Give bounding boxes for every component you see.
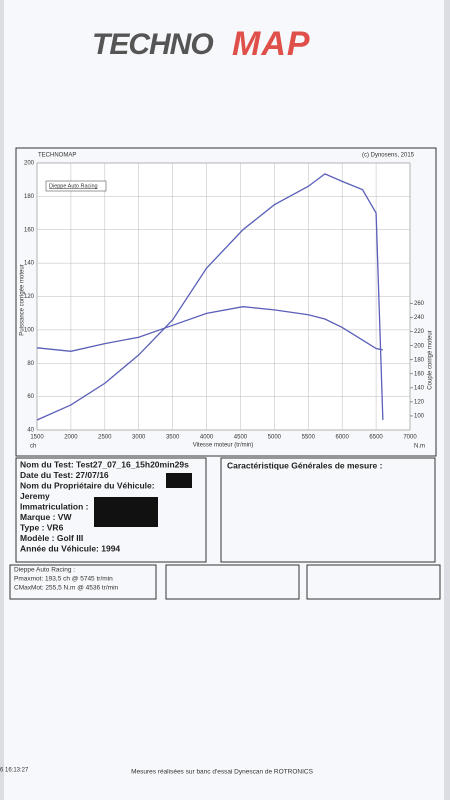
x-tick-label: 7000 xyxy=(403,435,417,441)
info-box xyxy=(15,457,207,563)
series-line xyxy=(36,306,384,352)
y2-tick-label: 220 xyxy=(414,329,425,335)
measure-title: Caractéristique Générales de mesure : xyxy=(227,460,383,470)
y2-tick-label: 120 xyxy=(414,399,425,405)
x-tick-label: 6500 xyxy=(369,435,383,441)
y2-axis-label: Couple corrigé moteur xyxy=(428,330,434,389)
info-line: Année du Véhicule: 1994 xyxy=(20,543,120,553)
info-line: Date du Test: 27/07/16 xyxy=(20,470,109,480)
x-tick-label: 4000 xyxy=(200,435,214,441)
x-tick-label: 2500 xyxy=(98,435,112,441)
footer-note: Mesures réalisées sur banc d'essai Dynes… xyxy=(131,769,314,776)
redaction xyxy=(94,497,158,527)
y-tick-label: 120 xyxy=(24,294,35,300)
y-tick-label: 160 xyxy=(24,227,35,233)
redaction xyxy=(166,473,192,488)
x-tick-label: 2000 xyxy=(64,435,78,441)
chart-header-right: (c) Dynosens, 2015 xyxy=(362,153,415,159)
logo-map: MAP xyxy=(232,25,311,63)
legend-text: Dieppe Auto Racing xyxy=(49,183,98,189)
y-tick-label: 40 xyxy=(27,428,34,434)
info-line: Type : VR6 xyxy=(20,522,64,532)
y-tick-label: 80 xyxy=(27,361,34,367)
x-tick-label: 6000 xyxy=(336,435,350,441)
y2-tick-label: 260 xyxy=(414,301,425,307)
y2-tick-label: 240 xyxy=(414,315,425,321)
x-axis-label: Vitesse moteur (tr/min) xyxy=(193,443,254,449)
logo: TECHNO MAP xyxy=(92,25,311,63)
chart-header-left: TECHNOMAP xyxy=(38,153,76,159)
y-axis-label: Puissance corrigée moteur xyxy=(20,264,26,335)
info-line: Marque : VW xyxy=(20,512,72,522)
y-tick-label: 60 xyxy=(27,394,34,400)
y-tick-label: 180 xyxy=(24,194,35,200)
y2-tick-label: 140 xyxy=(414,385,425,391)
y-unit: ch xyxy=(30,444,36,450)
y-tick-label: 140 xyxy=(24,261,35,267)
chart-frame xyxy=(15,147,437,457)
y2-tick-label: 200 xyxy=(414,343,425,349)
x-tick-label: 5000 xyxy=(268,435,282,441)
y-tick-label: 200 xyxy=(24,161,35,167)
x-tick-label: 3500 xyxy=(166,435,180,441)
chart: 1500 2000 2500 3000 3500 4000 4500 5000 5500 6000… xyxy=(24,161,425,441)
y-tick-label: 100 xyxy=(24,327,35,333)
info-line: Nom du Test: Test27_07_16_15h20min29s xyxy=(20,459,189,469)
results-line: Pmaxmot: 193,5 ch @ 5745 tr/min xyxy=(14,576,113,583)
info-lines: Nom du Test: Test27_07_16_15h20min29sDat… xyxy=(20,459,189,553)
x-tick-label: 4500 xyxy=(234,435,248,441)
empty-box xyxy=(306,564,441,600)
y2-tick-label: 180 xyxy=(414,357,425,363)
y2-unit: N.m xyxy=(414,444,425,450)
empty-box xyxy=(165,564,300,600)
x-tick-label: 5500 xyxy=(302,435,316,441)
y2-tick-label: 160 xyxy=(414,371,425,377)
x-tick-label: 1500 xyxy=(30,435,44,441)
results-line: CMaxMot: 255,5 N.m @ 4536 tr/min xyxy=(14,585,119,592)
info-line: Modèle : Golf III xyxy=(20,533,83,543)
info-line: Nom du Propriétaire du Véhicule: xyxy=(20,480,155,490)
logo-techno: TECHNO xyxy=(92,28,213,61)
x-tick-label: 3000 xyxy=(132,435,146,441)
info-line: Immatriculation : xyxy=(20,501,89,511)
legend-box xyxy=(45,180,107,192)
series-line xyxy=(36,173,384,421)
results-title: Dieppe Auto Racing : xyxy=(14,567,75,574)
measure-box xyxy=(220,457,436,563)
results-box xyxy=(9,564,157,600)
timestamp: 6 16:13:27 xyxy=(0,768,29,774)
y2-tick-label: 100 xyxy=(414,414,425,420)
info-line: Jeremy xyxy=(20,491,50,501)
